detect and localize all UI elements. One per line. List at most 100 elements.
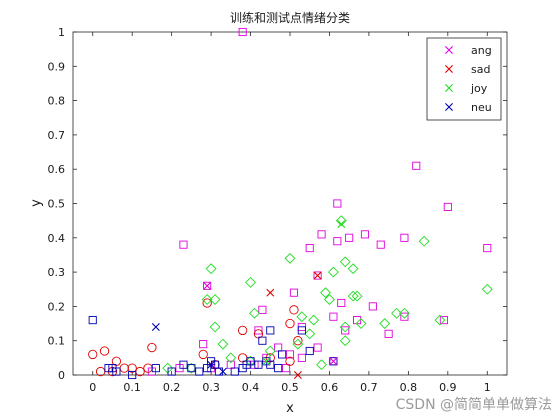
legend-label-joy: joy xyxy=(470,82,488,95)
point-ang-train xyxy=(341,326,350,335)
y-tick-label: 0.4 xyxy=(48,232,66,245)
point-neu-train xyxy=(167,367,176,376)
point-ang-train xyxy=(400,312,409,321)
point-joy-train xyxy=(209,321,221,333)
point-joy-train xyxy=(347,290,359,302)
x-tick-label: 0.4 xyxy=(242,381,260,394)
point-ang-train xyxy=(353,316,362,325)
point-neu-train xyxy=(179,360,188,369)
point-joy-train xyxy=(379,318,391,329)
point-sad-train xyxy=(289,305,299,315)
y-tick-label: 0.3 xyxy=(48,266,66,279)
point-neu-train xyxy=(266,326,275,335)
point-ang-train xyxy=(360,230,370,239)
point-neu-train xyxy=(266,360,275,369)
point-neu-train xyxy=(329,357,338,366)
point-ang-train xyxy=(333,237,342,246)
legend: ang sad joy neu xyxy=(426,37,502,121)
point-ang-train xyxy=(282,364,291,373)
point-sad-test xyxy=(313,271,322,280)
point-ang-train xyxy=(368,302,377,311)
point-ang-train xyxy=(412,161,421,170)
x-axis-label: x xyxy=(286,401,294,416)
point-joy-train xyxy=(339,321,351,333)
point-joy-train xyxy=(418,235,430,247)
point-sad-train xyxy=(293,336,303,346)
x-tick-label: 0.1 xyxy=(123,381,141,394)
y-axis-label: y xyxy=(29,199,44,207)
point-ang-train xyxy=(289,288,298,297)
legend-marker-neu xyxy=(445,103,453,111)
point-ang-train xyxy=(297,353,306,362)
point-ang-train xyxy=(329,312,338,321)
y-tick-label: 0.2 xyxy=(48,300,66,313)
point-joy-train xyxy=(316,359,328,371)
point-neu-test xyxy=(218,367,227,376)
x-tick-label: 0 xyxy=(89,381,96,394)
point-joy-train xyxy=(209,294,221,305)
y-tick-label: 0 xyxy=(58,369,65,382)
point-neu-train xyxy=(274,364,283,373)
point-joy-train xyxy=(217,338,229,350)
data-points xyxy=(88,27,493,380)
point-ang-train xyxy=(313,271,322,280)
point-sad-test xyxy=(293,371,302,379)
point-sad-test xyxy=(266,288,275,297)
point-neu-train xyxy=(297,326,306,335)
x-tick-label: 0.6 xyxy=(321,381,339,394)
point-joy-train xyxy=(339,335,351,347)
point-neu-test xyxy=(151,322,160,331)
point-sad-train xyxy=(127,363,137,373)
point-ang-train xyxy=(384,329,393,338)
point-ang-test xyxy=(203,281,212,290)
point-joy-train xyxy=(351,290,363,302)
x-tick-label: 0.5 xyxy=(281,381,299,394)
x-tick-label: 0.2 xyxy=(163,381,181,394)
y-tick-label: 0.9 xyxy=(48,60,66,73)
x-tick-label: 0.8 xyxy=(400,381,418,394)
point-joy-train xyxy=(225,352,237,364)
point-neu-train xyxy=(128,370,137,380)
legend-label-sad: sad xyxy=(471,63,490,76)
point-neu-train xyxy=(254,360,263,369)
point-ang-train xyxy=(254,326,263,335)
point-joy-train xyxy=(434,314,446,326)
point-neu-train xyxy=(305,346,314,356)
point-ang-train xyxy=(333,199,342,208)
point-neu-train xyxy=(246,357,255,366)
point-sad-train xyxy=(202,298,212,308)
point-joy-train xyxy=(304,328,316,340)
point-neu-test xyxy=(207,360,216,369)
x-tick-label: 0.3 xyxy=(202,381,220,394)
point-joy-train xyxy=(335,215,347,227)
point-joy-test xyxy=(262,357,271,366)
point-ang-train xyxy=(285,350,295,359)
point-joy-train xyxy=(292,338,304,350)
point-sad-train xyxy=(285,356,295,366)
point-joy-train xyxy=(481,283,493,295)
x-tick-label: 0.7 xyxy=(360,381,378,394)
point-joy-train xyxy=(347,263,359,275)
point-ang-test xyxy=(329,357,338,366)
y-tick-label: 1 xyxy=(58,26,65,39)
point-sad-train xyxy=(238,325,248,336)
point-joy-train xyxy=(205,263,217,275)
point-joy-train xyxy=(296,311,308,323)
point-sad-train xyxy=(88,349,98,360)
x-tick-label: 0.9 xyxy=(439,381,457,394)
point-ang-train xyxy=(443,202,452,211)
point-joy-train xyxy=(308,314,320,326)
point-sad-train xyxy=(285,318,295,329)
point-neu-train xyxy=(187,364,196,373)
point-joy-train xyxy=(245,276,256,288)
point-neu-train xyxy=(195,367,204,376)
point-neu-train xyxy=(151,364,160,373)
point-ang-train xyxy=(199,340,208,349)
legend-box xyxy=(426,37,502,121)
point-joy-train xyxy=(201,294,213,305)
axis-ticks: 0 0.1 0.2 0.3 0.4 0.5 0.6 0.7 0.8 0.9 1 0 0.1 0.2 0.3 0… xyxy=(48,26,507,394)
point-joy-train xyxy=(249,307,260,319)
point-ang-train xyxy=(258,305,267,314)
y-tick-label: 0.5 xyxy=(48,198,66,211)
y-tick-label: 0.8 xyxy=(48,95,66,108)
